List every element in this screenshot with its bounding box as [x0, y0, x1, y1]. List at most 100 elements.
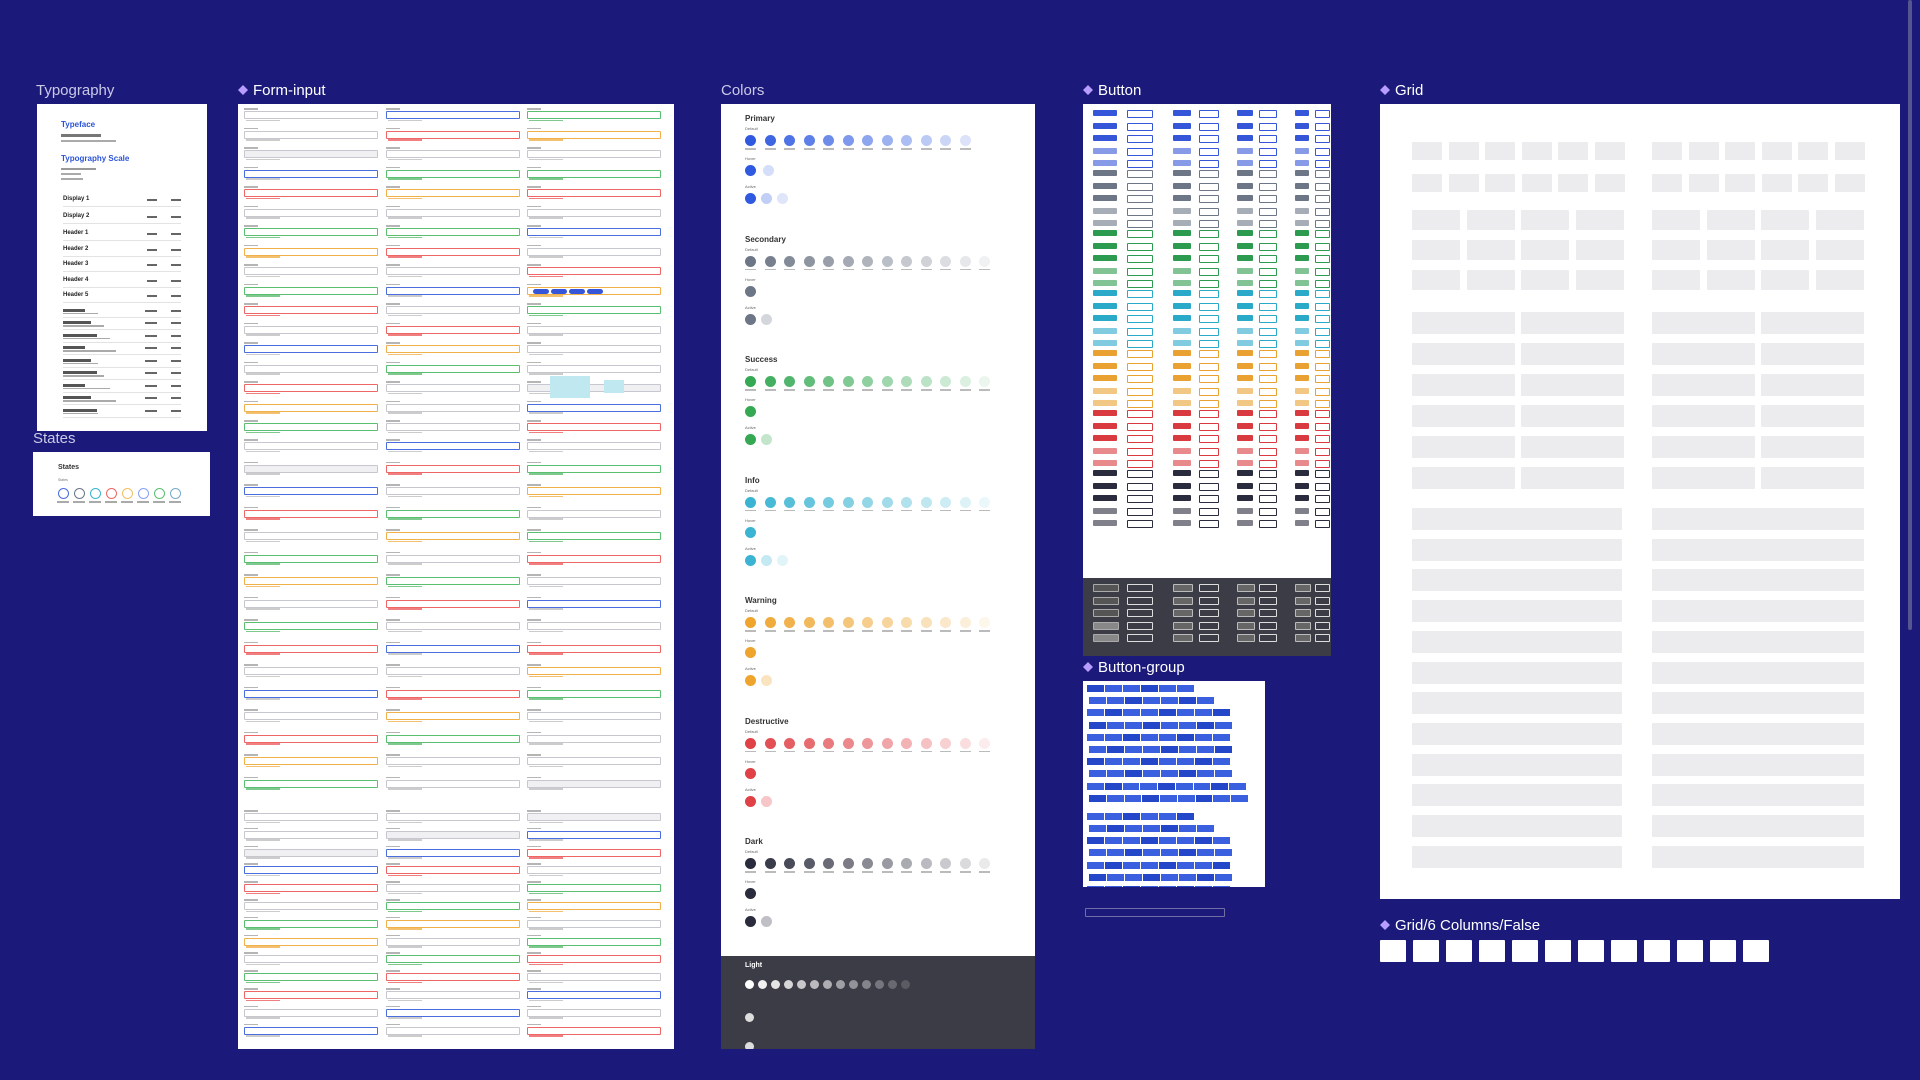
- button-group-frame[interactable]: [1083, 681, 1265, 887]
- form-input: [386, 937, 520, 946]
- color-default-label: Default: [745, 487, 758, 493]
- color-swatch: [920, 135, 932, 146]
- button-frame[interactable]: [1083, 104, 1331, 578]
- grid-frame[interactable]: [1380, 104, 1900, 899]
- form-helper: [529, 256, 563, 258]
- button-primary: [1093, 290, 1117, 296]
- frame-label-button[interactable]: Button: [1083, 82, 1141, 99]
- button-outline: [1127, 422, 1153, 431]
- typography-row: [63, 333, 181, 343]
- frame-label-button-group[interactable]: Button-group: [1083, 659, 1185, 676]
- typography-row-size: [171, 199, 181, 201]
- colors-frame[interactable]: Primary Default Hover Active Secondary Defaul…: [721, 104, 1035, 1049]
- form-input: [386, 325, 520, 334]
- typography-row-desc: [63, 412, 98, 414]
- button-light-xxs: [1295, 609, 1311, 617]
- form-label: [386, 988, 400, 990]
- state-swatch-label: [73, 501, 85, 503]
- button-group-input[interactable]: [1085, 908, 1225, 917]
- form-label: [527, 420, 541, 422]
- form-helper: [388, 874, 422, 877]
- frame-label-grid-6-columns[interactable]: Grid/6 Columns/False: [1380, 917, 1540, 934]
- grid-cell: [1652, 630, 1864, 653]
- form-helper: [529, 314, 563, 316]
- button-small-outline: [1199, 507, 1219, 516]
- grid6-cell: [1413, 940, 1439, 962]
- form-label: [244, 709, 258, 711]
- color-swatch: [764, 135, 776, 146]
- button-xs-outline: [1259, 242, 1277, 251]
- scale-line: [61, 173, 81, 175]
- grid-cell: [1575, 240, 1624, 260]
- button-group-item: [1159, 861, 1176, 869]
- button-group-item: [1213, 758, 1230, 766]
- frame-label-colors[interactable]: Colors: [721, 82, 765, 99]
- color-swatch: [842, 858, 854, 869]
- form-input: [386, 779, 520, 788]
- frame-label-grid[interactable]: Grid: [1380, 82, 1423, 99]
- button-small: [1173, 280, 1191, 286]
- form-helper: [529, 1035, 563, 1037]
- button-group-item: [1141, 733, 1158, 741]
- button-primary: [1093, 470, 1117, 476]
- vertical-scrollbar[interactable]: [1908, 0, 1912, 630]
- color-swatch: [940, 376, 951, 387]
- button-xxs: [1295, 340, 1309, 346]
- form-input: [386, 150, 520, 158]
- light-swatch: [758, 980, 767, 989]
- light-swatch: [836, 980, 845, 989]
- grid-cell: [1725, 142, 1755, 160]
- button-primary: [1093, 447, 1117, 454]
- color-swatch-label: [823, 268, 834, 270]
- button-dark-section: [1083, 578, 1331, 656]
- typography-row: Display 1: [63, 196, 181, 207]
- light-swatch: [875, 980, 884, 989]
- color-swatch: [764, 858, 776, 869]
- frame-label-typography[interactable]: Typography: [36, 82, 115, 99]
- button-group-item: [1087, 709, 1104, 717]
- color-swatch-label: [862, 871, 873, 873]
- typography-row-desc: [63, 375, 104, 377]
- form-helper: [246, 119, 280, 121]
- color-swatch-active: [761, 916, 772, 927]
- button-outline: [1127, 160, 1153, 168]
- color-swatch: [940, 858, 951, 869]
- color-swatch-label: [784, 509, 795, 511]
- form-input-frame[interactable]: [238, 104, 674, 1049]
- form-label: [527, 641, 541, 643]
- button-xxs-outline: [1315, 340, 1330, 348]
- color-swatch: [979, 737, 990, 749]
- form-input: [527, 532, 661, 540]
- button-xs: [1237, 400, 1253, 406]
- form-label: [244, 551, 258, 553]
- form-helper: [246, 821, 280, 823]
- typography-frame[interactable]: Typeface Typography Scale Display 1 Displ…: [37, 104, 207, 431]
- button-light-xs-outline: [1259, 621, 1277, 630]
- button-group-item: [1105, 733, 1122, 741]
- form-label: [527, 810, 541, 812]
- button-small: [1173, 267, 1191, 274]
- typography-row: [63, 358, 181, 368]
- button-small: [1173, 410, 1191, 416]
- form-helper: [388, 518, 422, 520]
- button-primary: [1093, 350, 1117, 356]
- grid-cell: [1521, 174, 1552, 192]
- button-small-outline: [1199, 302, 1219, 311]
- typography-row-desc: [63, 325, 104, 327]
- form-helper: [388, 178, 422, 180]
- form-label: [244, 574, 258, 576]
- button-group-item: [1141, 812, 1158, 820]
- form-input: [527, 554, 661, 563]
- frame-label-states[interactable]: States: [33, 430, 76, 447]
- form-helper: [246, 892, 280, 895]
- frame-label-form-input[interactable]: Form-input: [238, 82, 326, 99]
- states-frame[interactable]: States States: [33, 452, 210, 516]
- button-group-item: [1123, 812, 1140, 820]
- color-swatch-label: [881, 389, 893, 391]
- form-helper: [388, 217, 422, 219]
- form-label: [244, 686, 258, 688]
- state-swatch-label: [89, 501, 101, 503]
- color-swatch-active: [745, 916, 756, 927]
- button-light-small-outline: [1199, 596, 1219, 605]
- button-small-outline: [1199, 147, 1219, 156]
